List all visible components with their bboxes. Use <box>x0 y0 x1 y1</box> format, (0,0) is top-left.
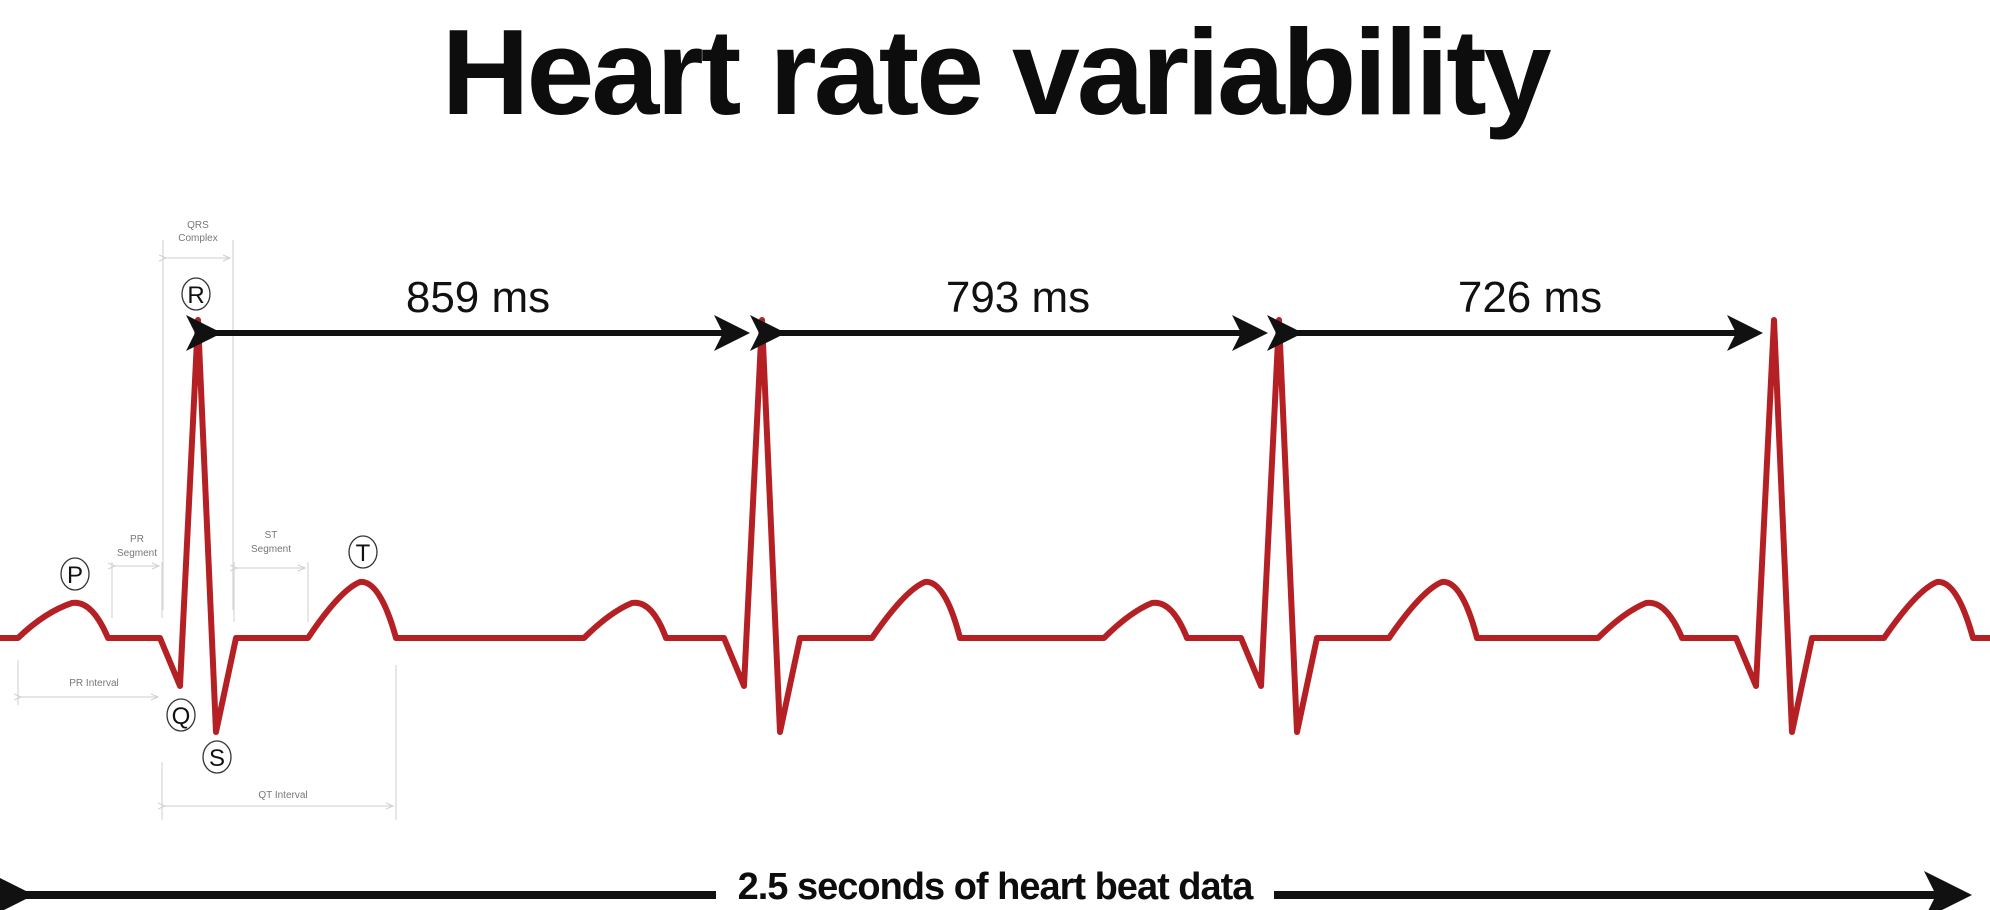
qrs-complex-label-2: Complex <box>178 233 217 244</box>
interval-label-1: 859 ms <box>406 273 550 322</box>
st-segment-label-1: ST <box>265 530 278 541</box>
s-wave-label: S <box>209 745 225 772</box>
qt-interval-label: QT Interval <box>258 790 307 801</box>
t-wave-label: T <box>356 540 371 567</box>
q-wave-label: Q <box>172 703 191 730</box>
interval-label-3: 726 ms <box>1458 273 1602 322</box>
page-title: Heart rate variability <box>441 4 1551 140</box>
duration-label-wrap: 2.5 seconds of heart beat data <box>0 866 1990 909</box>
r-wave-label: R <box>187 282 204 309</box>
interval-label-2: 793 ms <box>946 273 1090 322</box>
qrs-complex-label-1: QRS <box>187 220 209 231</box>
pr-segment-label-2: Segment <box>117 548 157 559</box>
annotation-guides <box>18 240 397 820</box>
pr-interval-label: PR Interval <box>69 678 118 689</box>
pr-segment-label-1: PR <box>130 534 144 545</box>
wave-labels <box>60 277 378 774</box>
st-segment-label-2: Segment <box>251 544 291 555</box>
ecg-trace <box>0 317 1990 735</box>
duration-label: 2.5 seconds of heart beat data <box>715 866 1275 908</box>
p-wave-label: P <box>67 562 83 589</box>
